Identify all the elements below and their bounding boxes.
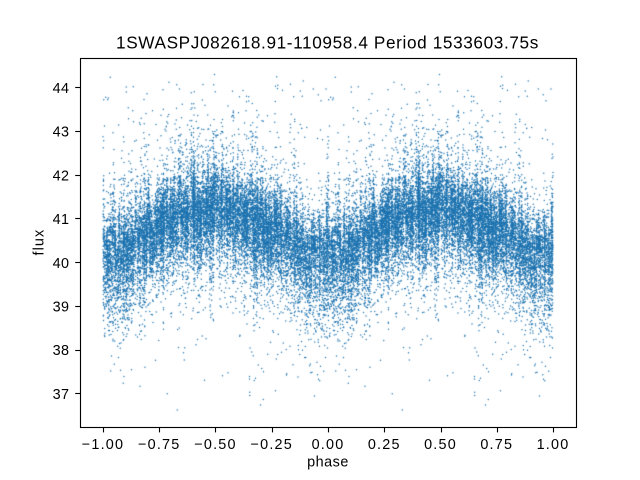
- svg-text:39: 39: [53, 299, 70, 315]
- svg-text:0.00: 0.00: [312, 437, 345, 453]
- svg-text:43: 43: [53, 125, 70, 141]
- svg-text:40: 40: [53, 256, 70, 272]
- svg-text:0.25: 0.25: [368, 437, 401, 453]
- svg-text:42: 42: [53, 168, 70, 184]
- svg-text:−0.25: −0.25: [251, 437, 293, 453]
- svg-text:1SWASPJ082618.91-110958.4 Peri: 1SWASPJ082618.91-110958.4 Period 1533603…: [116, 32, 539, 52]
- svg-text:flux: flux: [31, 229, 47, 256]
- svg-text:−1.00: −1.00: [82, 437, 124, 453]
- svg-text:37: 37: [53, 387, 70, 403]
- svg-text:38: 38: [53, 343, 70, 359]
- svg-text:−0.50: −0.50: [194, 437, 236, 453]
- svg-text:phase: phase: [307, 454, 349, 470]
- svg-text:0.75: 0.75: [480, 437, 513, 453]
- svg-text:44: 44: [53, 81, 70, 97]
- svg-text:1.00: 1.00: [537, 437, 570, 453]
- svg-text:41: 41: [53, 212, 70, 228]
- svg-text:0.50: 0.50: [424, 437, 457, 453]
- svg-text:−0.75: −0.75: [138, 437, 180, 453]
